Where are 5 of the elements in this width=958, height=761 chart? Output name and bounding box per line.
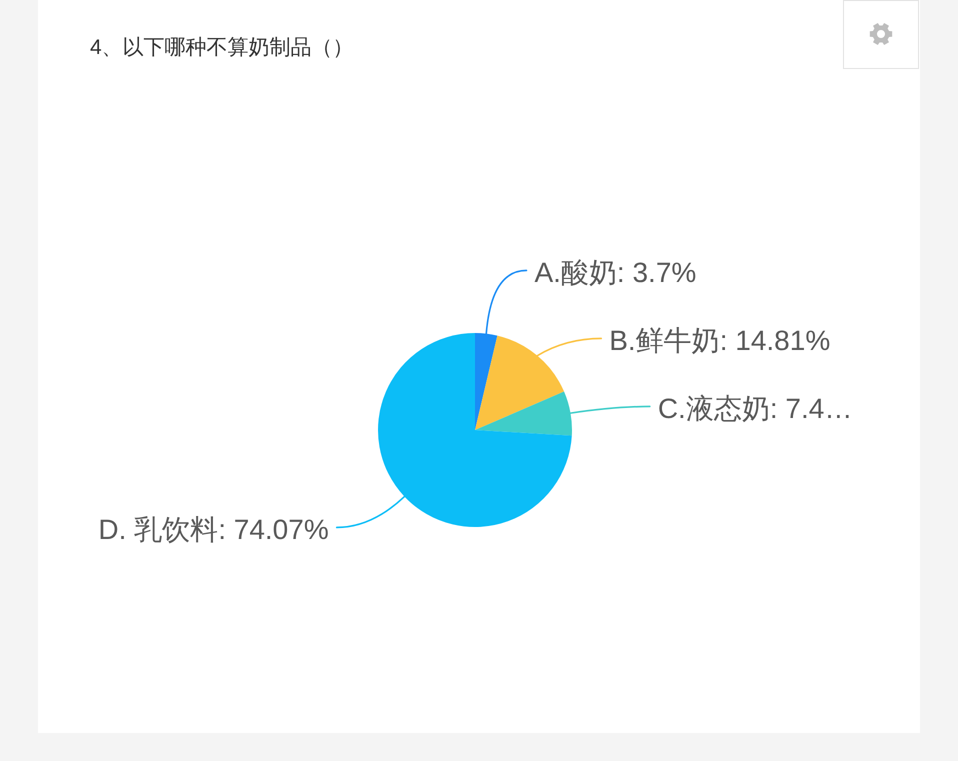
slice-label: D. 乳饮料: 74.07% [98, 514, 329, 546]
slice-label: A.酸奶: 3.7% [534, 257, 696, 288]
chart-title: 4、以下哪种不算奶制品（） [90, 35, 354, 61]
slice-label: C.液态奶: 7.4… [658, 393, 852, 424]
slice-label: B.鲜牛奶: 14.81% [609, 325, 830, 356]
